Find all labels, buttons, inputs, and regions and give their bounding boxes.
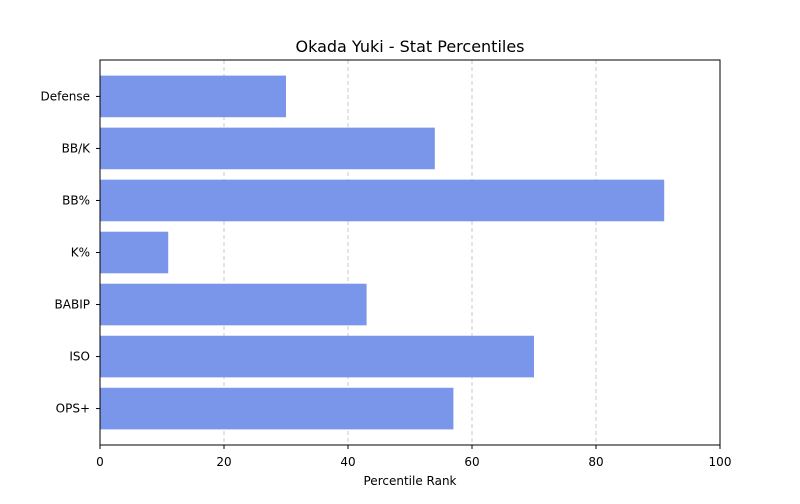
y-axis-ticks: OPS+ ISO BABIP K% BB% BB/K Defense (41, 89, 100, 416)
bar-bb-k (100, 127, 435, 170)
y-tick-label: BB/K (62, 141, 92, 155)
y-tick-label: ISO (69, 350, 90, 364)
plot-frame (99, 59, 721, 446)
bars (100, 75, 665, 430)
x-tick-label: 40 (340, 455, 355, 469)
chart-title: Okada Yuki - Stat Percentiles (295, 37, 524, 56)
y-tick-label: Defense (41, 89, 90, 103)
x-tick-label: 20 (216, 455, 231, 469)
bar-ops- (100, 387, 454, 430)
plot-border (99, 59, 721, 446)
x-tick-label: 0 (96, 455, 104, 469)
y-tick-label: BB% (62, 193, 90, 207)
bar-babip (100, 283, 367, 326)
bar-defense (100, 75, 286, 118)
x-tick-label: 80 (588, 455, 603, 469)
bar-k- (100, 231, 169, 274)
y-tick-label: K% (71, 246, 90, 260)
x-tick-label: 60 (464, 455, 479, 469)
grid-lines (99, 60, 721, 445)
x-tick-label: 100 (709, 455, 732, 469)
bar-iso (100, 335, 534, 378)
y-tick-label: OPS+ (56, 402, 90, 416)
bar-bb- (100, 179, 665, 222)
x-axis-label: Percentile Rank (364, 474, 457, 488)
x-axis-ticks: 0 20 40 60 80 100 (96, 445, 731, 469)
y-tick-label: BABIP (55, 298, 90, 312)
